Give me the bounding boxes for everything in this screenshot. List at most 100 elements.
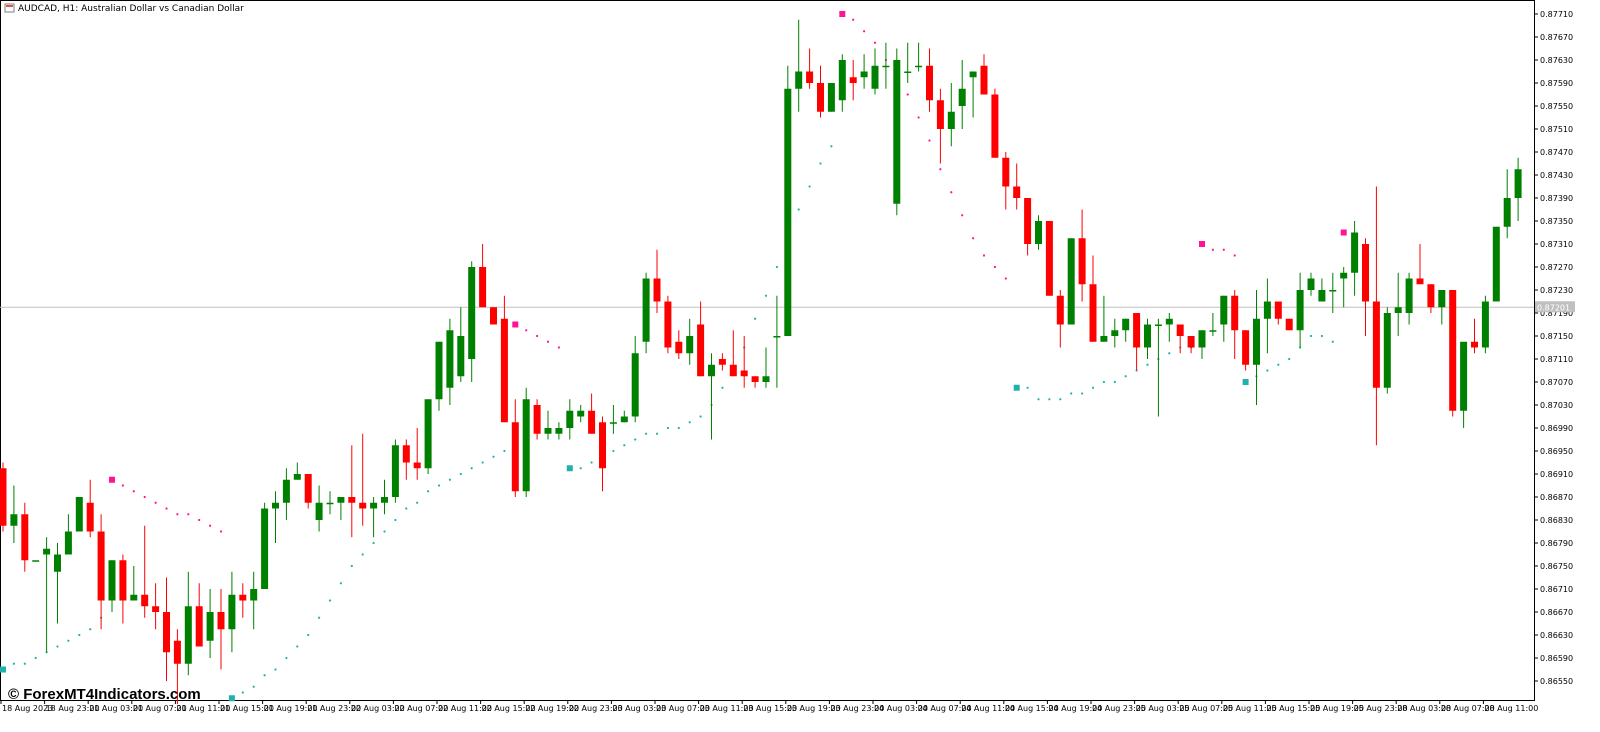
candle-body	[675, 341, 683, 354]
candle	[1351, 221, 1359, 296]
time-tick-label: 24 Aug 15:00	[1005, 704, 1059, 713]
candle	[1242, 330, 1250, 371]
time-tick-label: 24 Aug 03:00	[874, 704, 928, 713]
candle-body	[1449, 290, 1457, 411]
candle-body	[926, 65, 933, 101]
candle	[620, 410, 628, 423]
candle-body	[838, 60, 846, 101]
time-tick-label: 22 Aug 23:00	[569, 704, 623, 713]
candle-body	[1024, 198, 1032, 244]
candle-body	[228, 594, 236, 630]
candle-body	[1220, 295, 1228, 325]
candle	[1002, 152, 1010, 210]
candle-body	[1122, 318, 1130, 331]
candle	[1231, 290, 1239, 359]
candle-body	[261, 508, 269, 589]
psar-dot	[252, 685, 255, 688]
time-tick-label: 24 Aug 07:00	[918, 704, 972, 713]
candle	[838, 54, 846, 112]
psar-dot	[328, 599, 332, 602]
candle-body	[0, 468, 7, 526]
psar-dot	[1102, 380, 1105, 384]
candle-body	[391, 445, 399, 497]
candle-body	[795, 71, 803, 89]
time-tick-label: 25 Aug 23:00	[1354, 704, 1408, 713]
chart-title-group: AUDCAD, H1: Australian Dollar vs Canadia…	[4, 3, 244, 14]
candle	[119, 554, 127, 624]
candle	[784, 65, 792, 336]
candle-body	[1002, 157, 1010, 187]
candle-body	[686, 336, 694, 354]
candle	[1394, 272, 1402, 336]
candle-body	[936, 100, 944, 129]
psar-dot	[1331, 340, 1334, 343]
price-tick-label: 0.87510	[1540, 125, 1573, 134]
psar-dot	[1288, 357, 1291, 361]
candle-body	[642, 278, 650, 342]
psar-dot	[154, 501, 157, 504]
candle	[1307, 272, 1315, 296]
candle-body	[250, 589, 258, 601]
psar-dot	[263, 674, 266, 677]
candle-body	[1427, 284, 1435, 308]
candle	[958, 60, 966, 129]
time-tick-label: 22 Aug 03:00	[351, 704, 405, 713]
price-tick-label: 0.86710	[1540, 585, 1573, 594]
candle	[1285, 318, 1293, 331]
time-tick-label: 23 Aug 23:00	[830, 704, 884, 713]
psar-dot	[350, 564, 353, 568]
candle	[370, 497, 378, 538]
psar-dot	[546, 340, 550, 343]
candle-body	[915, 65, 923, 68]
psar-dot	[285, 656, 288, 660]
candle	[566, 399, 574, 440]
psar-dot	[764, 294, 768, 297]
candle	[1013, 163, 1021, 210]
candle	[653, 249, 661, 313]
candle-body	[697, 324, 705, 377]
plot-frame	[0, 0, 1535, 701]
candle	[860, 54, 868, 89]
candle-body	[827, 83, 835, 112]
psar-dot	[1168, 352, 1171, 355]
candle-body	[1144, 324, 1151, 348]
candle	[195, 583, 203, 647]
candle	[32, 560, 40, 562]
candle	[642, 272, 650, 354]
psar-dot	[470, 467, 473, 470]
psar-dot	[34, 656, 37, 660]
psar-dot	[1266, 369, 1269, 372]
psar-dot	[721, 386, 724, 389]
candle-body	[817, 83, 824, 112]
candle-body	[1154, 324, 1162, 326]
candle-body	[882, 65, 890, 68]
psar-dot	[219, 530, 223, 533]
candle-body	[326, 502, 334, 505]
psar-dot	[525, 329, 528, 332]
candle-body	[664, 301, 672, 348]
candle	[479, 244, 487, 308]
psar-dot	[950, 191, 953, 194]
candle-body	[54, 554, 61, 572]
time-tick-label: 21 Aug 15:00	[220, 704, 274, 713]
price-tick-label: 0.87590	[1540, 79, 1573, 88]
time-tick-label: 25 Aug 19:00	[1310, 704, 1364, 713]
psar-dot	[590, 461, 593, 464]
candle	[359, 433, 367, 526]
candle-body	[163, 612, 170, 653]
psar-dot	[165, 507, 168, 510]
candle-body	[522, 399, 530, 492]
candle	[173, 629, 181, 704]
candle	[904, 42, 912, 83]
candle-body	[1013, 186, 1021, 198]
psar-dot	[1059, 398, 1062, 401]
candle	[697, 301, 705, 377]
psar-dot	[209, 524, 212, 527]
price-tick-label: 0.86950	[1540, 447, 1573, 456]
candle-body	[490, 307, 497, 325]
candle-body	[1394, 307, 1402, 313]
candle	[43, 537, 51, 653]
time-tick-label: 24 Aug 11:00	[961, 704, 1015, 713]
